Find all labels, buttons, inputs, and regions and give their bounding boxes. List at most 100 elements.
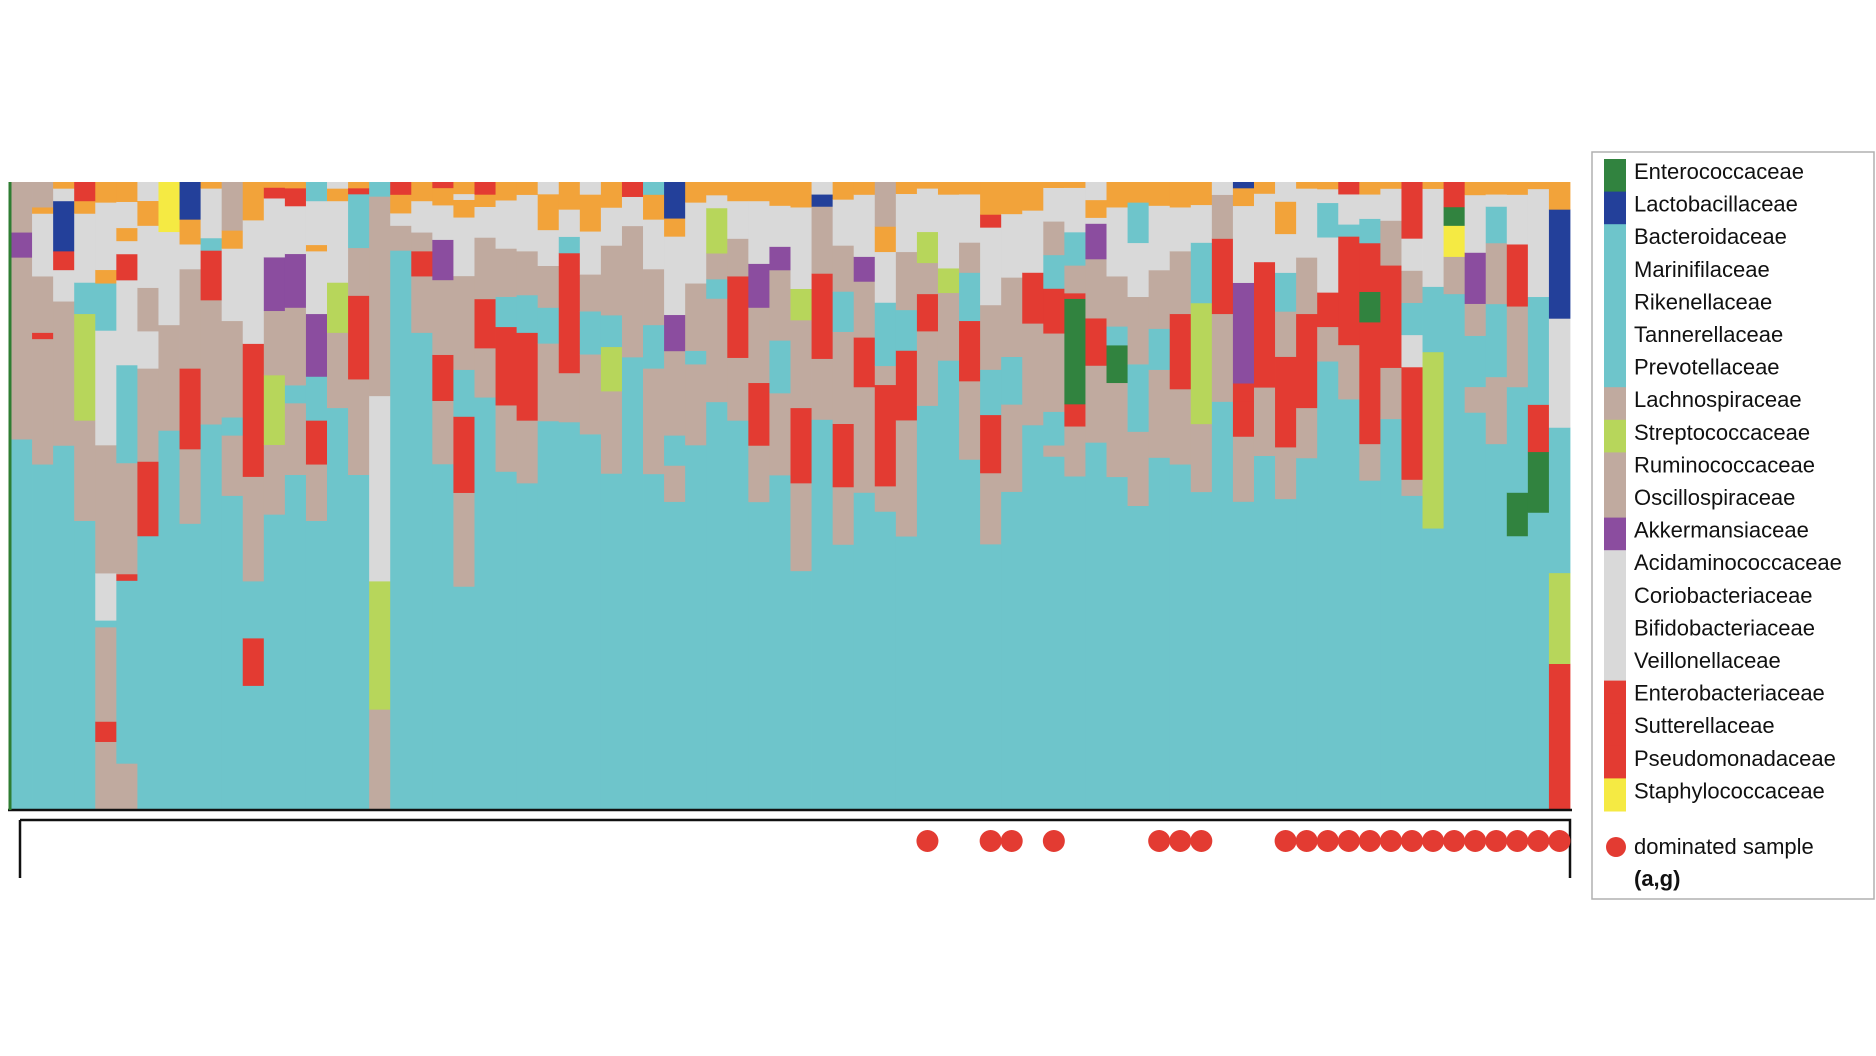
bar-segment bbox=[537, 182, 560, 195]
bar-segment bbox=[895, 536, 918, 810]
bar-segment bbox=[95, 330, 117, 446]
bar-segment bbox=[537, 307, 560, 344]
bar-segment bbox=[1127, 431, 1150, 507]
bar-segment bbox=[1359, 182, 1381, 195]
bar-segment bbox=[1127, 182, 1150, 203]
bar-segment bbox=[1548, 209, 1571, 319]
bar-segment bbox=[1190, 423, 1213, 493]
bar-segment bbox=[1422, 286, 1444, 353]
group-bracket bbox=[18, 818, 1572, 878]
bar-segment bbox=[1190, 182, 1213, 206]
bar-segment bbox=[305, 420, 328, 465]
legend-swatch bbox=[1604, 224, 1626, 258]
bar-segment bbox=[1548, 318, 1571, 428]
bar-segment bbox=[1064, 231, 1086, 266]
bar-segment bbox=[179, 368, 202, 450]
bar-segment bbox=[453, 182, 475, 195]
bar-segment bbox=[1359, 480, 1381, 810]
bar-segment bbox=[453, 492, 475, 587]
bar-segment bbox=[1317, 182, 1339, 190]
bar-segment bbox=[1106, 207, 1128, 277]
bar-segment bbox=[1022, 323, 1044, 426]
bar-segment bbox=[1232, 383, 1255, 402]
bar-segment bbox=[263, 374, 286, 445]
bar-segment bbox=[116, 462, 138, 575]
bar-segment bbox=[706, 207, 728, 254]
bar-segment bbox=[727, 182, 749, 202]
bar-segment bbox=[453, 193, 475, 200]
bar-segment bbox=[1043, 456, 1065, 810]
bar-segment bbox=[664, 314, 686, 352]
bar-segment bbox=[474, 237, 496, 300]
bar-segment bbox=[1275, 311, 1297, 357]
bar-segment bbox=[453, 416, 475, 493]
bar-segment bbox=[1506, 492, 1529, 537]
bar-segment bbox=[1485, 376, 1508, 445]
bar-segment bbox=[790, 288, 812, 321]
bar-segment bbox=[1085, 442, 1107, 810]
bar-segment bbox=[390, 182, 412, 195]
legend-swatch bbox=[1604, 191, 1626, 225]
bar-segment bbox=[874, 384, 897, 487]
bar-segment bbox=[179, 182, 202, 220]
dominated-sample-marker bbox=[1548, 830, 1571, 852]
bar-segment bbox=[432, 463, 454, 810]
bar-segment bbox=[537, 343, 560, 422]
bar-segment bbox=[474, 298, 496, 349]
bar-segment bbox=[1043, 411, 1065, 446]
bar-segment bbox=[137, 287, 159, 332]
bar-segment bbox=[1127, 296, 1150, 365]
bar-segment bbox=[1548, 663, 1571, 810]
bar-segment bbox=[811, 194, 834, 207]
bar-segment bbox=[242, 638, 265, 686]
bar-segment bbox=[305, 520, 328, 810]
bar-segment bbox=[1106, 182, 1128, 208]
bar-segment bbox=[643, 194, 665, 220]
legend-swatch bbox=[1604, 289, 1626, 323]
bar-segment bbox=[284, 253, 307, 308]
bar-segment bbox=[748, 445, 770, 503]
bar-segment bbox=[474, 194, 496, 207]
bar-segment bbox=[664, 465, 686, 502]
bar-segment bbox=[621, 225, 644, 358]
bar-segment bbox=[1169, 207, 1192, 252]
bar-segment bbox=[811, 358, 834, 420]
bar-segment bbox=[53, 445, 75, 810]
bar-segment bbox=[579, 231, 602, 275]
dominated-sample-marker bbox=[1400, 830, 1423, 852]
bar-segment bbox=[832, 331, 855, 424]
bar-segment bbox=[200, 250, 223, 301]
bar-segment bbox=[1001, 182, 1023, 215]
bar-segment bbox=[1380, 265, 1402, 368]
bar-segment bbox=[1169, 250, 1192, 315]
bar-segment bbox=[284, 187, 307, 207]
bar-segment bbox=[600, 346, 623, 392]
legend-marker-icon bbox=[1606, 837, 1626, 857]
bar-segment bbox=[327, 332, 349, 409]
bar-segment bbox=[495, 248, 518, 297]
bar-segment bbox=[453, 217, 475, 277]
bar-segment bbox=[1317, 292, 1339, 328]
bar-segment bbox=[1401, 334, 1423, 368]
bar-segment bbox=[1506, 386, 1529, 493]
bar-segment bbox=[179, 268, 202, 369]
bar-segment bbox=[664, 435, 686, 466]
bar-segment bbox=[916, 231, 939, 264]
bar-segment bbox=[1127, 364, 1150, 432]
bar-segment bbox=[474, 206, 496, 238]
bar-segment bbox=[811, 419, 834, 810]
bar-segment bbox=[643, 368, 665, 475]
bar-segment bbox=[832, 245, 855, 292]
bar-segment bbox=[1401, 270, 1423, 303]
legend-swatch bbox=[1604, 680, 1626, 714]
bar-segment bbox=[32, 207, 54, 214]
bar-segment bbox=[221, 417, 244, 436]
bar-segment bbox=[305, 464, 328, 521]
legend-swatch bbox=[1604, 387, 1626, 421]
bar-segment bbox=[1485, 443, 1508, 810]
bar-segment bbox=[74, 213, 96, 283]
bar-segment bbox=[1232, 282, 1255, 384]
legend-swatch bbox=[1604, 419, 1626, 453]
bar-segment bbox=[95, 202, 117, 271]
